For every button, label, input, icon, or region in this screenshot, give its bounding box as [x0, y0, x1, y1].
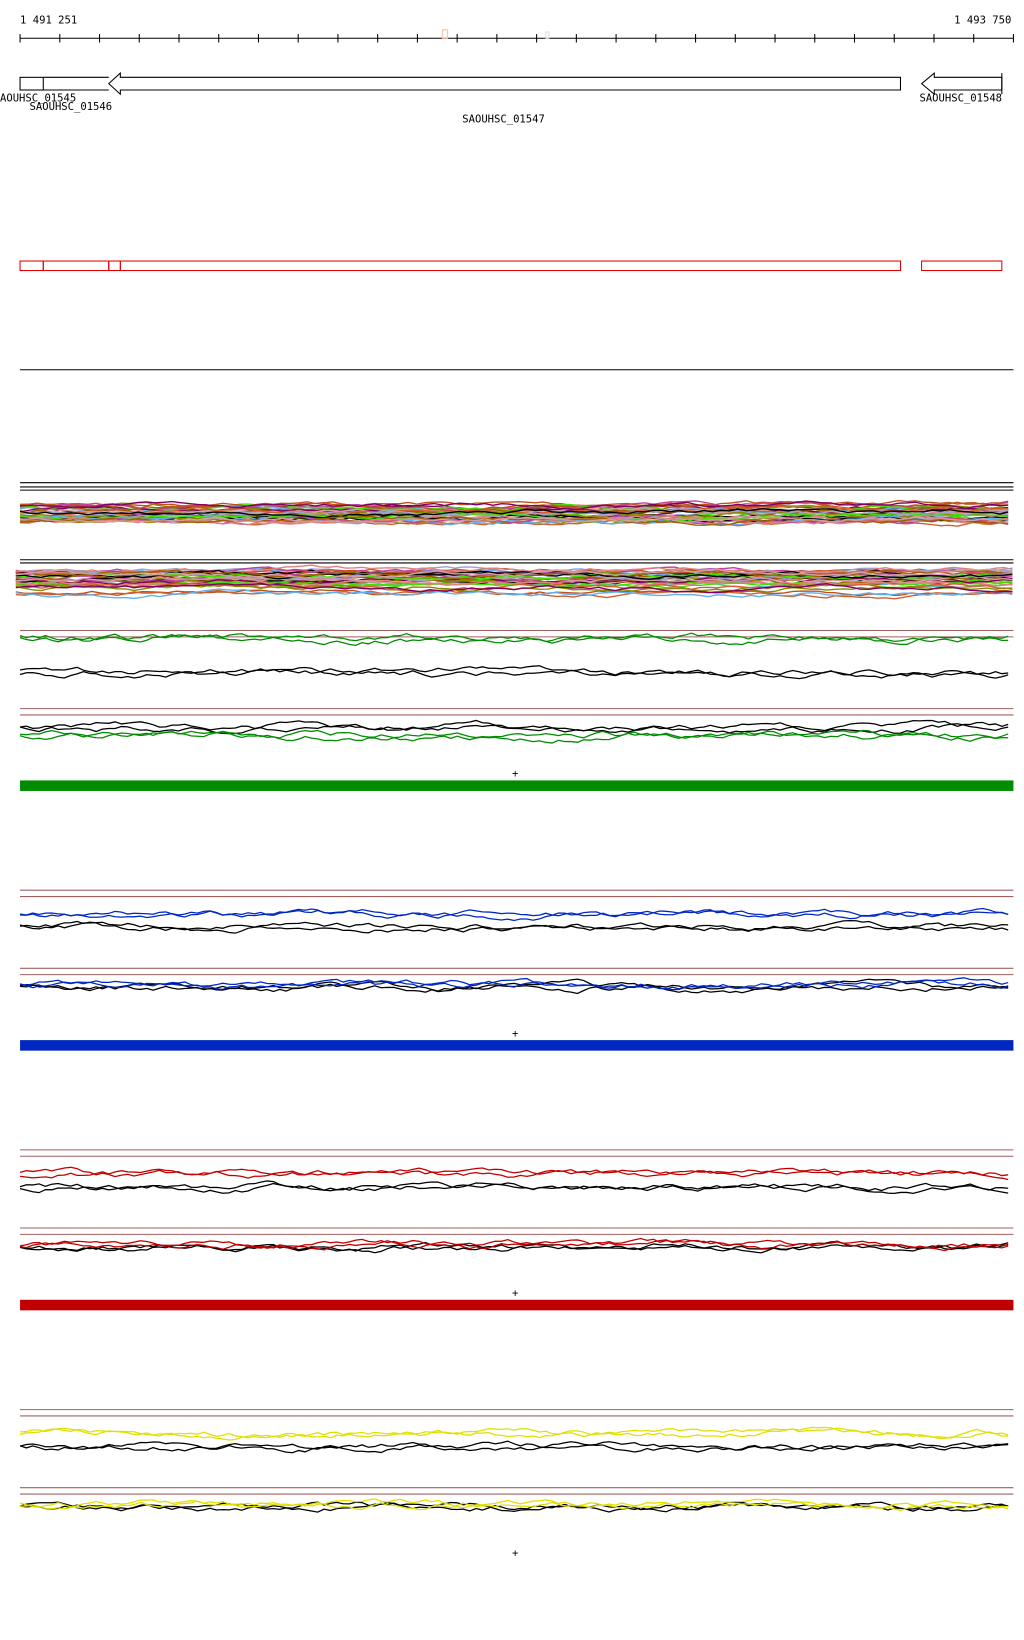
ruler-end-label: 1 493 750	[954, 14, 1011, 26]
sample-coverage-line	[20, 511, 1009, 523]
feature-box[interactable]	[921, 260, 1003, 272]
coverage-line	[20, 907, 1009, 922]
coverage-line	[20, 729, 1009, 739]
coverage-line	[19, 977, 1009, 991]
coverage-line	[19, 668, 1009, 680]
coverage-line	[20, 978, 1009, 995]
marker-plus: +	[512, 768, 518, 780]
condition-bar[interactable]	[20, 1040, 1014, 1051]
coverage-line	[19, 632, 1009, 646]
gene-label: SAOUHSC_01548	[919, 93, 1002, 105]
feature-box[interactable]	[42, 260, 110, 272]
condition-bar[interactable]	[20, 1299, 1014, 1311]
gene-SAOUHSC_01548[interactable]: SAOUHSC_01548	[919, 71, 1003, 105]
marker-plus: +	[512, 1028, 518, 1040]
coverage-line	[19, 723, 1009, 735]
feature-box[interactable]	[108, 260, 121, 272]
gene-label: SAOUHSC_01546	[30, 101, 113, 113]
condition-panels: + + + +	[19, 629, 1014, 1559]
position-marker	[545, 31, 550, 39]
sample-coverage-line	[20, 515, 1009, 524]
coverage-line	[19, 1243, 1009, 1254]
condition-panel-blue: +	[19, 889, 1014, 1051]
coverage-line	[19, 1238, 1009, 1250]
sample-coverage-line	[20, 500, 1009, 511]
gene-arrow-left	[920, 71, 1003, 96]
sample-coverage-line	[15, 582, 1013, 594]
gene-arrow-left	[107, 71, 902, 96]
sample-coverage-line	[15, 582, 1013, 593]
gene-track: AOUHSC_01545 SAOUHSC_01546 SAOUHSC_01547…	[0, 71, 1003, 126]
sample-coverage-line	[15, 588, 1013, 600]
coverage-line	[19, 1498, 1009, 1512]
gene-SAOUHSC_01547[interactable]: SAOUHSC_01547	[107, 71, 902, 126]
coverage-line	[19, 979, 1009, 990]
sample-coverage-line	[15, 589, 1013, 600]
gene-SAOUHSC_01546[interactable]: SAOUHSC_01546	[30, 76, 113, 113]
condition-panel-green: +	[19, 629, 1014, 791]
marker-plus: +	[512, 1547, 518, 1559]
gene-label: SAOUHSC_01547	[462, 114, 545, 126]
position-marker	[441, 29, 449, 39]
sample-coverage-line	[15, 571, 1013, 581]
condition-bar[interactable]	[20, 780, 1014, 791]
feature-box[interactable]	[19, 260, 44, 272]
coverage-line	[20, 1426, 1009, 1440]
feature-box[interactable]	[119, 260, 902, 272]
condition-panel-red: +	[19, 1149, 1014, 1311]
ruler-start-label: 1 491 251	[20, 14, 77, 26]
coverage-line	[19, 919, 1009, 933]
feature-boxes-track	[19, 260, 1003, 272]
coverage-line	[19, 665, 1009, 678]
sample-coverage-line	[15, 568, 1013, 580]
ruler: 1 491 251 1 493 750	[19, 14, 1014, 43]
coverage-line	[19, 1441, 1009, 1454]
coverage-line	[19, 730, 1009, 744]
condition-panel-yellow: +	[19, 1409, 1014, 1559]
coverage-line	[19, 1440, 1009, 1454]
multi-sample-coverage-tracks	[15, 482, 1014, 600]
sample-coverage-line	[15, 564, 1013, 575]
sample-coverage-line	[15, 569, 1013, 580]
coverage-line	[19, 1182, 1009, 1194]
coverage-line	[19, 1167, 1009, 1179]
gene-label: AOUHSC_01545	[0, 93, 76, 105]
marker-plus: +	[512, 1288, 518, 1300]
coverage-line	[19, 908, 1009, 919]
coverage-line	[19, 633, 1009, 647]
gene-SAOUHSC_01545[interactable]: AOUHSC_01545	[0, 76, 76, 105]
sample-coverage-line	[19, 507, 1009, 519]
ruler-ticks	[19, 34, 1014, 43]
sample-coverage-line	[20, 501, 1009, 513]
coverage-line	[19, 1427, 1009, 1441]
